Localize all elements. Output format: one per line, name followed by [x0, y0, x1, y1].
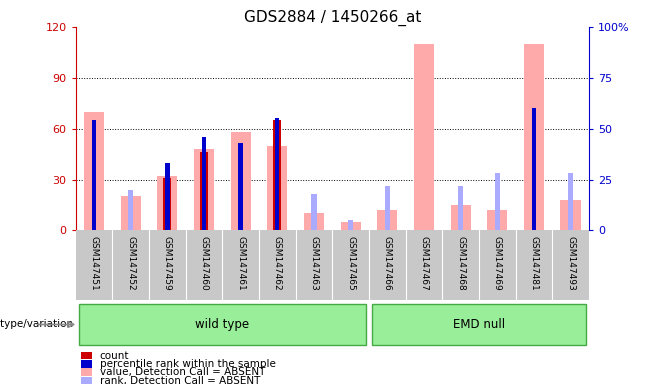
Text: GSM147465: GSM147465 [346, 236, 355, 291]
Bar [311, 194, 316, 230]
Bar [238, 143, 243, 230]
Bar [267, 146, 288, 230]
Bar [561, 200, 580, 230]
Bar [84, 112, 104, 230]
Text: count: count [100, 351, 129, 361]
Text: GSM147468: GSM147468 [456, 236, 465, 291]
Text: GSM147463: GSM147463 [309, 236, 318, 291]
Bar [238, 145, 243, 230]
Bar [81, 377, 92, 384]
Bar [128, 190, 134, 230]
Bar [384, 185, 390, 230]
Text: GSM147460: GSM147460 [199, 236, 209, 291]
Bar [194, 149, 214, 230]
Bar [487, 210, 507, 230]
Bar [524, 44, 544, 230]
Text: percentile rank within the sample: percentile rank within the sample [100, 359, 276, 369]
Text: rank, Detection Call = ABSENT: rank, Detection Call = ABSENT [100, 376, 260, 384]
Bar [568, 174, 573, 230]
Bar [372, 303, 586, 346]
Bar [275, 118, 280, 230]
Text: GSM147462: GSM147462 [273, 236, 282, 291]
Bar [81, 352, 92, 359]
Text: GSM147451: GSM147451 [89, 236, 99, 291]
Bar [202, 137, 206, 230]
Bar [120, 197, 141, 230]
Text: value, Detection Call = ABSENT: value, Detection Call = ABSENT [100, 367, 265, 377]
Bar [200, 152, 208, 230]
Bar [163, 178, 171, 230]
Bar [165, 163, 170, 230]
Bar [458, 185, 463, 230]
Title: GDS2884 / 1450266_at: GDS2884 / 1450266_at [243, 9, 421, 25]
Text: GSM147481: GSM147481 [530, 236, 538, 291]
Bar [377, 210, 397, 230]
Text: GSM147452: GSM147452 [126, 236, 135, 291]
Text: GSM147467: GSM147467 [419, 236, 428, 291]
Bar [81, 369, 92, 376]
Bar [230, 132, 251, 230]
Text: GSM147469: GSM147469 [493, 236, 502, 291]
Text: GSM147466: GSM147466 [383, 236, 392, 291]
Bar [81, 360, 92, 368]
Bar [157, 176, 178, 230]
Text: GSM147461: GSM147461 [236, 236, 245, 291]
Text: EMD null: EMD null [453, 318, 505, 331]
Bar [273, 120, 282, 230]
Bar [451, 205, 470, 230]
Text: genotype/variation: genotype/variation [0, 319, 73, 329]
Text: wild type: wild type [195, 318, 249, 331]
Bar [341, 222, 361, 230]
Bar [495, 174, 500, 230]
Bar [304, 214, 324, 230]
Text: GSM147459: GSM147459 [163, 236, 172, 291]
Bar [348, 220, 353, 230]
Bar [78, 303, 366, 346]
Bar [414, 44, 434, 230]
Bar [532, 108, 536, 230]
Text: GSM147493: GSM147493 [566, 236, 575, 291]
Bar [92, 121, 96, 230]
